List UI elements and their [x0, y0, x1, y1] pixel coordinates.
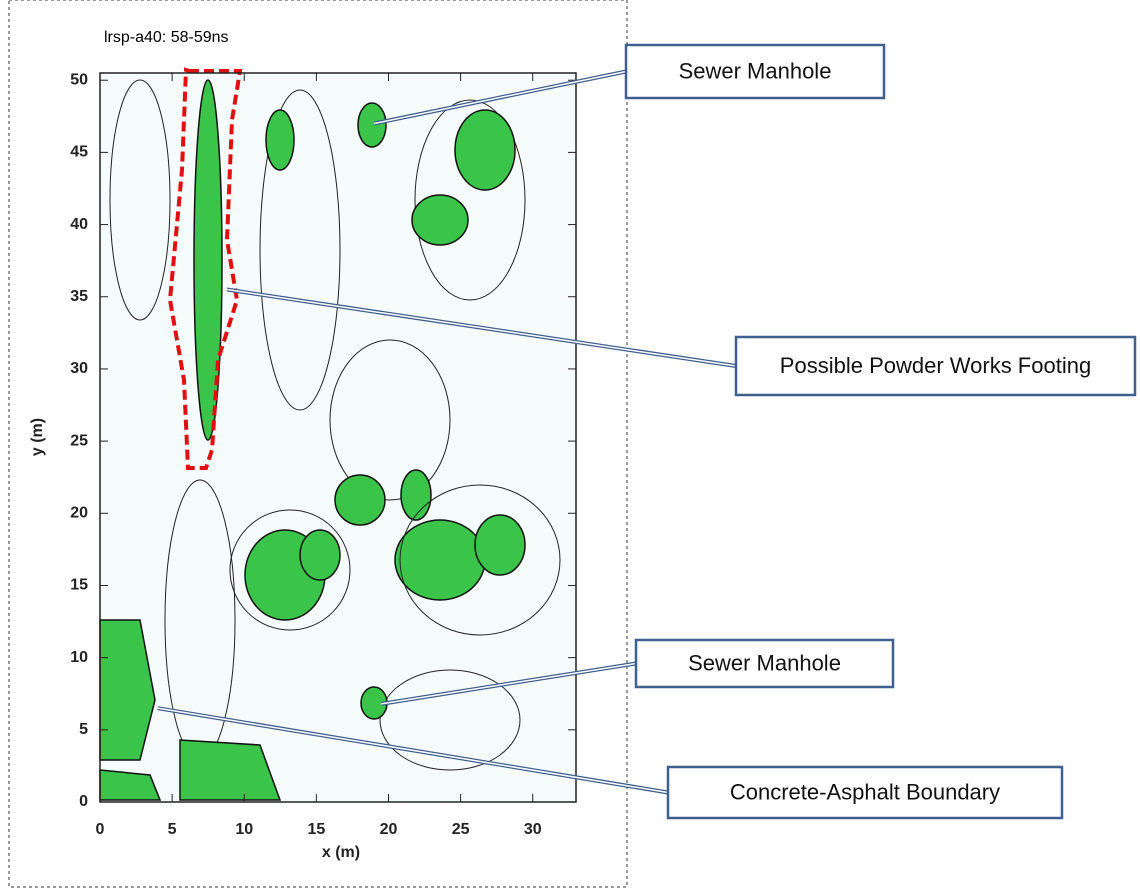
x-tick-label: 0	[96, 821, 105, 838]
y-tick-label: 25	[70, 432, 88, 449]
callout-text: Sewer Manhole	[679, 58, 832, 83]
callout-text: Possible Powder Works Footing	[780, 353, 1091, 378]
y-tick-label: 45	[70, 144, 88, 161]
y-axis-label: y (m)	[29, 418, 46, 456]
y-tick-label: 50	[70, 71, 88, 88]
chart-title: lrsp-a40: 58-59ns	[104, 29, 229, 46]
y-tick-label: 40	[70, 216, 88, 233]
y-tick-label: 35	[70, 288, 88, 305]
map-texture	[99, 67, 576, 802]
x-tick-label: 25	[452, 821, 470, 838]
y-tick-label: 5	[79, 721, 88, 738]
x-tick-label: 5	[168, 821, 177, 838]
callout-leader-inner	[157, 707, 669, 794]
callout-text: Sewer Manhole	[688, 650, 841, 675]
callout-box	[734, 335, 1137, 397]
callout-text: Concrete-Asphalt Boundary	[730, 779, 1000, 804]
y-tick-label: 0	[79, 793, 88, 810]
callout-leader-inner	[226, 288, 737, 367]
x-axis-label: x (m)	[322, 844, 360, 861]
callout-leader-inner	[373, 70, 627, 125]
figure-frame	[8, 0, 628, 888]
callout-box	[624, 43, 886, 100]
callout-box	[666, 765, 1064, 820]
plot-frame	[99, 72, 577, 803]
callout-box	[634, 638, 895, 689]
y-tick-label: 20	[70, 505, 88, 522]
x-tick-label: 15	[307, 821, 325, 838]
y-tick-label: 15	[70, 577, 88, 594]
x-tick-label: 10	[235, 821, 253, 838]
x-tick-label: 30	[524, 821, 542, 838]
callout-leader-inner	[381, 662, 637, 705]
y-tick-label: 30	[70, 360, 88, 377]
x-tick-label: 20	[380, 821, 398, 838]
y-tick-label: 10	[70, 649, 88, 666]
